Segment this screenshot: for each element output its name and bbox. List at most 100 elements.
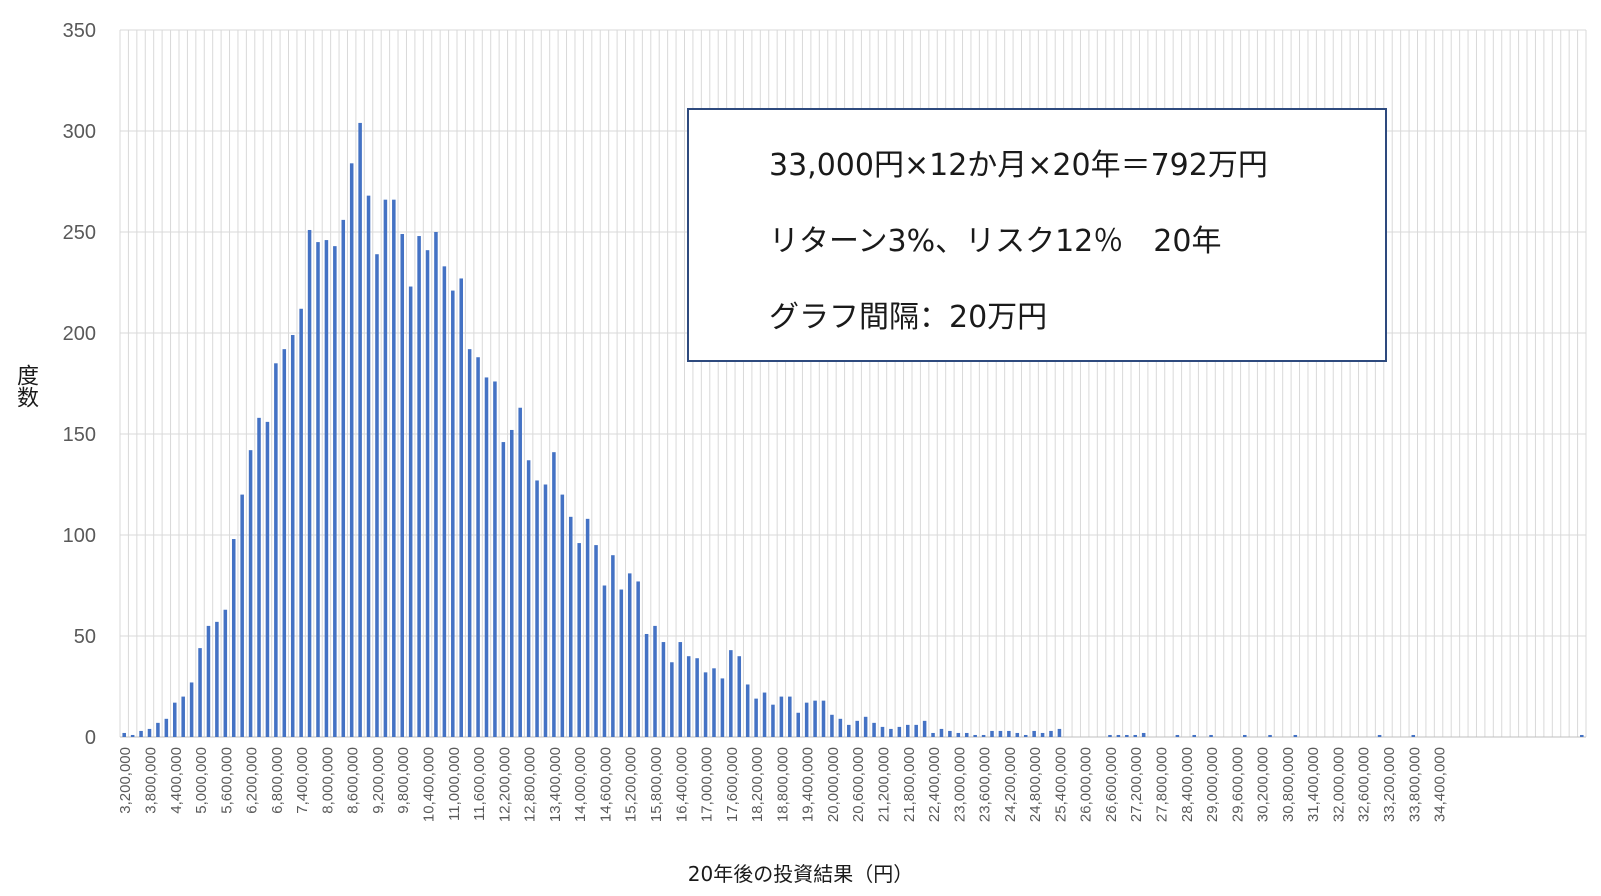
histogram-bar — [434, 232, 438, 737]
histogram-bar — [1580, 734, 1584, 737]
x-tick-label: 24,800,000 — [1027, 747, 1044, 822]
histogram-bar — [948, 730, 952, 737]
histogram-bar — [686, 656, 691, 737]
x-tick-label: 4,400,000 — [168, 747, 185, 814]
x-tick-label: 28,400,000 — [1179, 747, 1196, 822]
histogram-bar — [956, 732, 961, 737]
x-tick-label: 16,400,000 — [673, 747, 690, 822]
x-tick-label: 18,800,000 — [774, 747, 791, 822]
histogram-bar — [905, 724, 910, 737]
histogram-bar — [720, 678, 725, 737]
histogram-bar — [1049, 730, 1053, 737]
histogram-bar — [964, 732, 969, 737]
histogram-bar — [265, 421, 270, 737]
histogram-bar — [627, 573, 632, 737]
histogram-bar — [400, 234, 405, 737]
histogram-bar — [1141, 732, 1146, 737]
x-tick-label: 8,600,000 — [345, 747, 362, 814]
y-tick-label: 300 — [63, 121, 96, 143]
histogram-bar — [939, 728, 944, 737]
histogram-bar — [1116, 734, 1121, 737]
histogram-bar — [274, 363, 278, 737]
histogram-bar — [990, 730, 994, 737]
histogram-bar — [754, 698, 758, 737]
histogram-bar — [1411, 734, 1416, 737]
x-tick-label: 15,800,000 — [648, 747, 665, 822]
x-tick-label: 12,200,000 — [496, 747, 513, 822]
x-tick-label: 30,800,000 — [1280, 747, 1297, 822]
x-tick-label: 17,600,000 — [724, 747, 741, 822]
histogram-bar — [147, 728, 152, 737]
histogram-bar — [670, 662, 674, 737]
histogram-bar — [830, 714, 834, 737]
histogram-bar — [164, 718, 169, 737]
histogram-bar — [1032, 730, 1036, 737]
histogram-bar — [602, 585, 607, 737]
histogram-bar — [779, 696, 784, 737]
x-tick-label: 22,400,000 — [926, 747, 943, 822]
x-tick-label: 5,600,000 — [218, 747, 235, 814]
histogram-bar — [745, 684, 750, 737]
info-textbox: 33,000円×12か月×20年＝792万円 リターン3%、リスク12％ 20年… — [687, 108, 1387, 362]
histogram-bar — [653, 625, 657, 737]
histogram-bar — [880, 726, 885, 737]
histogram-bar — [375, 254, 379, 737]
y-axis-tick-labels: 0 50 100 150 200 250 300 350 — [63, 20, 96, 749]
histogram-bar — [493, 381, 497, 737]
info-line-bin-width: グラフ間隔：20万円 — [769, 300, 1048, 335]
histogram-bar — [307, 229, 312, 738]
y-tick-label: 50 — [74, 626, 96, 648]
histogram-bar — [341, 219, 346, 737]
histogram-bar — [1192, 734, 1196, 737]
histogram-bar — [1175, 734, 1180, 737]
info-line-return-risk: リターン3%、リスク12％ 20年 — [769, 224, 1222, 259]
histogram-bar — [998, 730, 1003, 737]
x-tick-label: 21,200,000 — [875, 747, 892, 822]
x-tick-label: 11,600,000 — [471, 747, 488, 821]
x-tick-label: 20,600,000 — [850, 747, 867, 822]
histogram-bar — [1040, 732, 1045, 737]
histogram-bar — [838, 718, 843, 737]
histogram-bar — [889, 728, 893, 737]
histogram-bar — [762, 692, 767, 737]
histogram-bar — [577, 543, 581, 737]
histogram-bar — [383, 199, 388, 737]
histogram-bar — [240, 494, 244, 737]
histogram-bar — [316, 242, 320, 737]
y-tick-label: 200 — [63, 323, 96, 345]
y-tick-label: 100 — [63, 525, 96, 547]
histogram-bar — [459, 278, 463, 737]
x-tick-label: 14,000,000 — [572, 747, 589, 822]
x-tick-label: 18,200,000 — [749, 747, 766, 822]
histogram-bar — [1243, 734, 1247, 737]
histogram-bar — [1023, 734, 1028, 737]
histogram-bar — [619, 589, 624, 737]
x-tick-label: 23,000,000 — [951, 747, 968, 822]
histogram-bar — [501, 442, 506, 737]
histogram-bar — [863, 716, 868, 737]
x-tick-label: 29,600,000 — [1229, 747, 1246, 822]
histogram-bar — [611, 555, 615, 737]
histogram-bar — [922, 720, 927, 737]
histogram-bar — [847, 724, 851, 737]
histogram-bar — [392, 199, 396, 737]
histogram-bar — [510, 429, 514, 737]
histogram-bar — [1057, 728, 1062, 737]
histogram-bar — [872, 722, 876, 737]
x-tick-label: 30,200,000 — [1255, 747, 1272, 822]
histogram-bar — [408, 286, 413, 737]
x-tick-label: 34,400,000 — [1432, 747, 1449, 822]
histogram-bar — [821, 700, 826, 737]
x-tick-label: 21,800,000 — [901, 747, 918, 822]
x-tick-label: 23,600,000 — [977, 747, 994, 822]
histogram-bar — [518, 407, 522, 737]
histogram-bar — [139, 730, 143, 737]
histogram-bar — [594, 545, 598, 737]
histogram-bar — [552, 452, 556, 737]
histogram-bar — [198, 648, 202, 737]
histogram-bar — [855, 720, 859, 737]
histogram-bar — [568, 516, 573, 737]
histogram-bar — [1133, 734, 1138, 737]
histogram-bar — [231, 539, 236, 737]
bar-series — [122, 122, 1584, 738]
